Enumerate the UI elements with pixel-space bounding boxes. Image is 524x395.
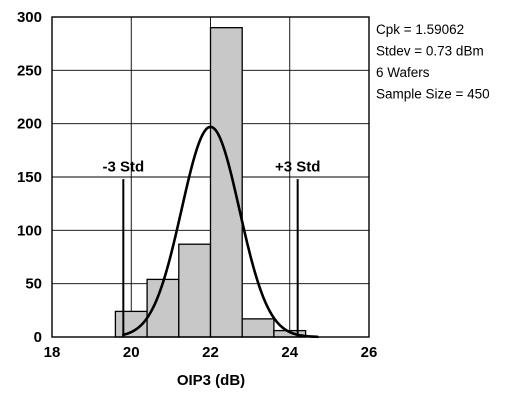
x-tick-label: 20 [123,344,140,361]
y-tick-label: 250 [17,62,42,79]
y-tick-label: 100 [17,222,42,239]
x-axis-title: OIP3 (dB) [177,372,245,389]
x-tick-label: 24 [281,344,298,361]
y-axis-tick-labels: 0 50 100 150 200 250 300 [17,9,42,346]
y-tick-label: 150 [17,169,42,186]
x-tick-label: 26 [361,344,378,361]
stats-line: 6 Wafers [376,65,430,80]
stats-line: Stdev = 0.73 dBm [376,44,484,59]
y-tick-label: 50 [25,276,42,293]
std-marker-label: +3 Std [275,159,320,176]
stats-line: Sample Size = 450 [376,87,490,102]
stats-line: Cpk = 1.59062 [376,22,464,37]
y-tick-label: 0 [34,329,42,346]
y-tick-label: 200 [17,116,42,133]
histogram-bar [242,319,274,337]
histogram-bar [179,244,211,337]
histogram-bars [115,28,305,337]
std-marker-label: -3 Std [102,159,144,176]
histogram-bar [211,28,243,337]
x-axis-tick-labels: 18 20 22 24 26 [44,344,378,361]
y-tick-label: 300 [17,9,42,26]
x-tick-label: 22 [202,344,219,361]
stats-box: Cpk = 1.59062 Stdev = 0.73 dBm 6 Wafers Sam… [376,22,490,102]
x-tick-label: 18 [44,344,61,361]
